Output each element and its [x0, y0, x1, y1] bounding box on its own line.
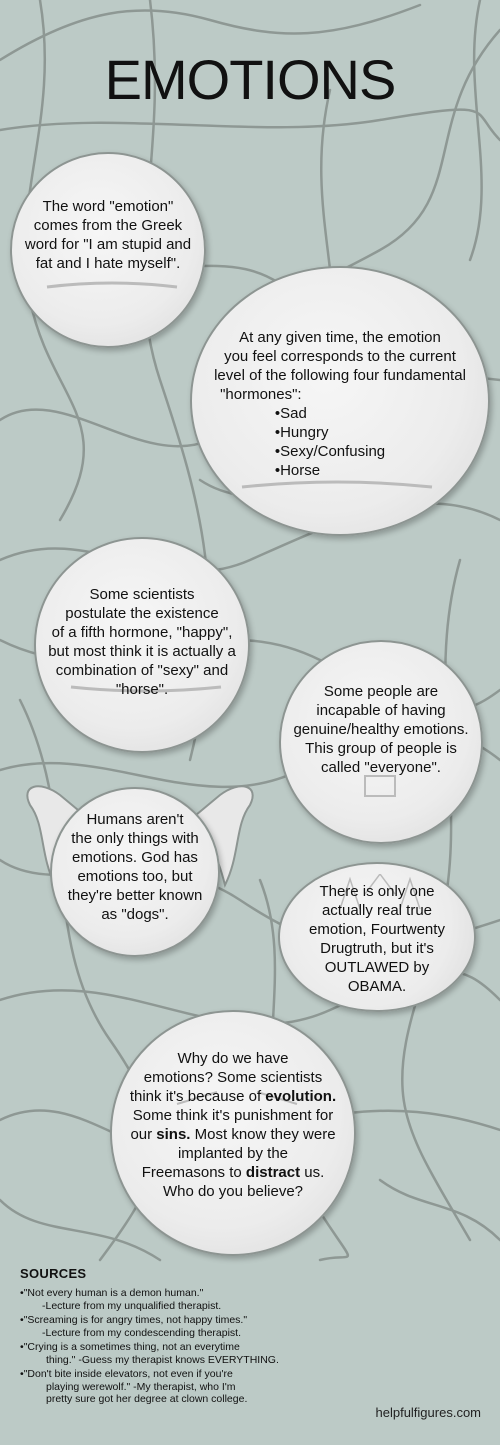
bubble-7-line: our sins. Most know they were [130, 1125, 336, 1144]
page-title: EMOTIONS [104, 48, 397, 111]
sources-heading: SOURCES [20, 1266, 87, 1281]
bubble-7-line: Freemasons to distract us. [130, 1163, 336, 1182]
bubble-3-line: of a fifth hormone, "happy", [51, 624, 233, 641]
bubble-5-line: Humans aren't [86, 811, 184, 828]
smile-doodle [70, 685, 222, 693]
bubble-6-line: Drugtruth, but it's [320, 940, 434, 957]
bubble-5-line: emotions too, but [77, 868, 193, 885]
bubble-7-text: us. [300, 1164, 325, 1181]
bubble-4-line: genuine/healthy emotions. [293, 720, 469, 738]
sources-section: SOURCES "Not every human is a demon huma… [20, 1266, 360, 1408]
smile-doodle [46, 281, 178, 289]
bubble-7-line: think it's because of evolution. [130, 1087, 336, 1106]
bubble-7-line: emotions? Some scientists [143, 1069, 323, 1086]
bubble-7-line: implanted by the [177, 1145, 289, 1162]
bubble-7-line: Who do you believe? [162, 1183, 304, 1200]
bubble-5-line: as "dogs". [101, 906, 169, 923]
source-attribution: pretty sure got her degree at clown coll… [46, 1393, 248, 1405]
bubble-7-bold-sins: sins. [156, 1126, 191, 1143]
bubble-4-line: Some people are [323, 682, 439, 700]
bubble-4-line: incapable of having [316, 701, 446, 719]
bubble-3-line: but most think it is actually a [48, 643, 236, 660]
bubble-7-bold-evolution: evolution. [265, 1088, 337, 1105]
source-item: "Don't bite inside elevators, not even i… [20, 1368, 360, 1406]
bubble-3-line: Some scientists [89, 586, 195, 603]
bubble-fourtwenty: There is only one actually real true emo… [278, 862, 476, 1012]
source-attribution: playing werewolf." -My therapist, who I'… [46, 1380, 236, 1393]
bubble-6-line: There is only one [319, 883, 435, 900]
bubble-6-line: OUTLAWED by [324, 959, 430, 976]
bubble-1-line: word for "I am stupid and [24, 236, 192, 253]
bubble-fifth-hormone: Some scientists postulate the existence … [34, 537, 250, 753]
bubble-1-line: fat and I hate myself". [35, 255, 181, 272]
eyebrows-doodle [176, 1091, 298, 1105]
hormone-item: Horse [275, 461, 385, 480]
bubble-6-line: OBAMA. [347, 978, 407, 995]
bubble-1-line: comes from the Greek [33, 217, 183, 234]
bubble-6-line: emotion, Fourtwenty [309, 921, 445, 938]
source-item: "Screaming is for angry times, not happy… [20, 1314, 360, 1339]
source-quote: "Don't bite inside elevators, not even i… [20, 1368, 360, 1381]
frown-doodle [241, 480, 433, 489]
source-attribution: -Lecture from my condescending therapist… [42, 1326, 242, 1339]
source-attribution: thing." -Guess my therapist knows EVERYT… [46, 1353, 279, 1366]
site-credit: helpfulfigures.com [375, 1405, 482, 1420]
source-item: "Crying is a sometimes thing, not an eve… [20, 1341, 360, 1366]
bubble-7-text: think it's because of [129, 1088, 266, 1105]
bubble-4-line: called "everyone". [321, 758, 441, 776]
box-doodle [364, 775, 396, 797]
bubble-why-emotions: Why do we have emotions? Some scientists… [110, 1010, 356, 1256]
source-attribution: -Lecture from my unqualified therapist. [42, 1299, 222, 1312]
source-quote: "Screaming is for angry times, not happy… [20, 1314, 360, 1327]
bubble-2-line: At any given time, the emotion [239, 329, 441, 346]
source-quote: "Not every human is a demon human." [20, 1287, 360, 1300]
bubble-7-text: Freemasons to [141, 1164, 246, 1181]
hormone-item: Hungry [275, 423, 385, 442]
bubble-2-line: "hormones": [220, 386, 302, 403]
bubble-1-line: The word "emotion" [42, 198, 174, 215]
hormone-item: Sexy/Confusing [275, 442, 385, 461]
bubble-5-line: emotions. God has [72, 849, 198, 866]
bubble-4-line: This group of people is [305, 739, 457, 757]
bubble-7-bold-distract: distract [245, 1164, 301, 1181]
bubble-5-line: the only things with [71, 830, 199, 847]
source-item: "Not every human is a demon human." -Lec… [20, 1287, 360, 1312]
bubble-hormones: At any given time, the emotion you feel … [190, 266, 490, 536]
bubble-2-line: level of the following four fundamental [214, 367, 466, 384]
bubble-7-line: Some think it's punishment for [132, 1107, 334, 1124]
source-quote: "Crying is a sometimes thing, not an eve… [20, 1341, 360, 1354]
bubble-emotion-origin: The word "emotion" comes from the Greek … [10, 152, 206, 348]
hormone-item: Sad [275, 404, 385, 423]
hormone-list: Sad Hungry Sexy/Confusing Horse [275, 404, 385, 480]
bubble-dogs: Humans aren't the only things with emoti… [50, 787, 220, 957]
bubble-3-line: "horse". [115, 681, 169, 698]
bubble-6-line: actually real true [321, 902, 433, 919]
bubble-3-line: combination of "sexy" and [55, 662, 229, 679]
bubble-7-text: Most know they were [190, 1126, 336, 1143]
bubble-everyone: Some people are incapable of having genu… [279, 640, 483, 844]
bubble-5-line: they're better known [67, 887, 203, 904]
bubble-7-text: our [130, 1126, 157, 1143]
bubble-3-line: postulate the existence [65, 605, 219, 622]
leaf-doodle [339, 874, 421, 910]
bubble-7-line: Why do we have [177, 1050, 289, 1067]
bubble-2-line: you feel corresponds to the current [224, 348, 456, 365]
